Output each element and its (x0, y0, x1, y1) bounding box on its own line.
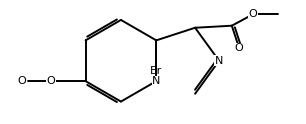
Text: O: O (235, 43, 244, 53)
Text: N: N (152, 76, 160, 86)
Text: O: O (47, 76, 55, 86)
Text: N: N (215, 56, 223, 66)
Text: O: O (17, 76, 26, 86)
Text: Br: Br (150, 66, 162, 77)
Text: O: O (249, 9, 257, 19)
